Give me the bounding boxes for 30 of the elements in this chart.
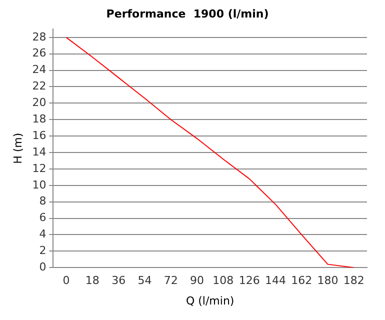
y-tick-label: 28 — [32, 30, 46, 44]
x-tick-label: 0 — [62, 274, 70, 288]
y-tick-label: 2 — [39, 244, 46, 258]
y-tick-label: 22 — [32, 80, 46, 93]
y-tick-label: 6 — [39, 211, 46, 224]
x-tick-label: 108 — [212, 274, 234, 288]
y-tick-label: 4 — [39, 228, 46, 241]
y-axis-title: H (m) — [11, 132, 24, 164]
x-tick-label: 126 — [238, 274, 260, 288]
y-tick-label: 24 — [32, 63, 46, 76]
y-tick-label: 0 — [39, 260, 46, 274]
y-tick-label: 18 — [32, 112, 46, 126]
chart-title: Performance 1900 (l/min) — [106, 7, 269, 20]
x-tick-label: 72 — [164, 274, 178, 288]
x-tick-label: 36 — [112, 274, 126, 288]
x-tick-label: 144 — [264, 274, 286, 288]
y-tick-label: 14 — [32, 145, 46, 158]
y-tick-label: 16 — [32, 128, 46, 142]
y-tick-label: 10 — [32, 178, 46, 192]
x-axis-title: Q (l/min) — [186, 294, 234, 308]
y-tick-label: 8 — [39, 194, 46, 208]
x-tick-label: 18 — [85, 274, 100, 288]
x-tick-label: 182 — [343, 274, 364, 288]
y-tick-label: 20 — [32, 96, 46, 110]
y-tick-label: 26 — [32, 46, 46, 60]
y-tick-label: 12 — [32, 162, 46, 175]
x-tick-label: 54 — [138, 274, 152, 288]
x-tick-label: 162 — [291, 274, 312, 288]
x-tick-label: 180 — [317, 274, 338, 288]
x-tick-label: 90 — [190, 274, 204, 288]
